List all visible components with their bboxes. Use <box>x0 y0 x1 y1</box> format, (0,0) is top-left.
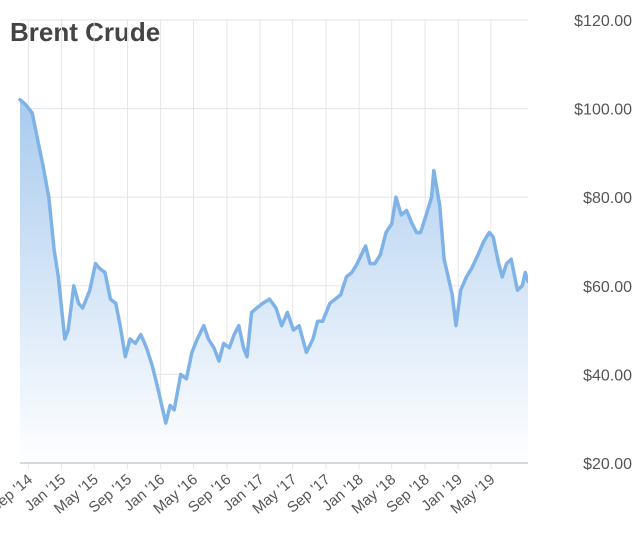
y-tick-label: $120.00 <box>574 13 632 30</box>
y-tick-label: $20.00 <box>583 456 632 473</box>
y-axis-ticks: $20.00 $40.00 $60.00 $80.00 $100.00 $120.00 <box>574 13 632 473</box>
y-tick-label: $80.00 <box>583 190 632 207</box>
y-tick-label: $100.00 <box>574 102 632 119</box>
price-area <box>20 99 528 463</box>
chart-title: Brent Crude <box>10 17 160 47</box>
y-tick-label: $60.00 <box>583 279 632 296</box>
y-tick-label: $40.00 <box>583 367 632 384</box>
price-line <box>18 97 528 425</box>
